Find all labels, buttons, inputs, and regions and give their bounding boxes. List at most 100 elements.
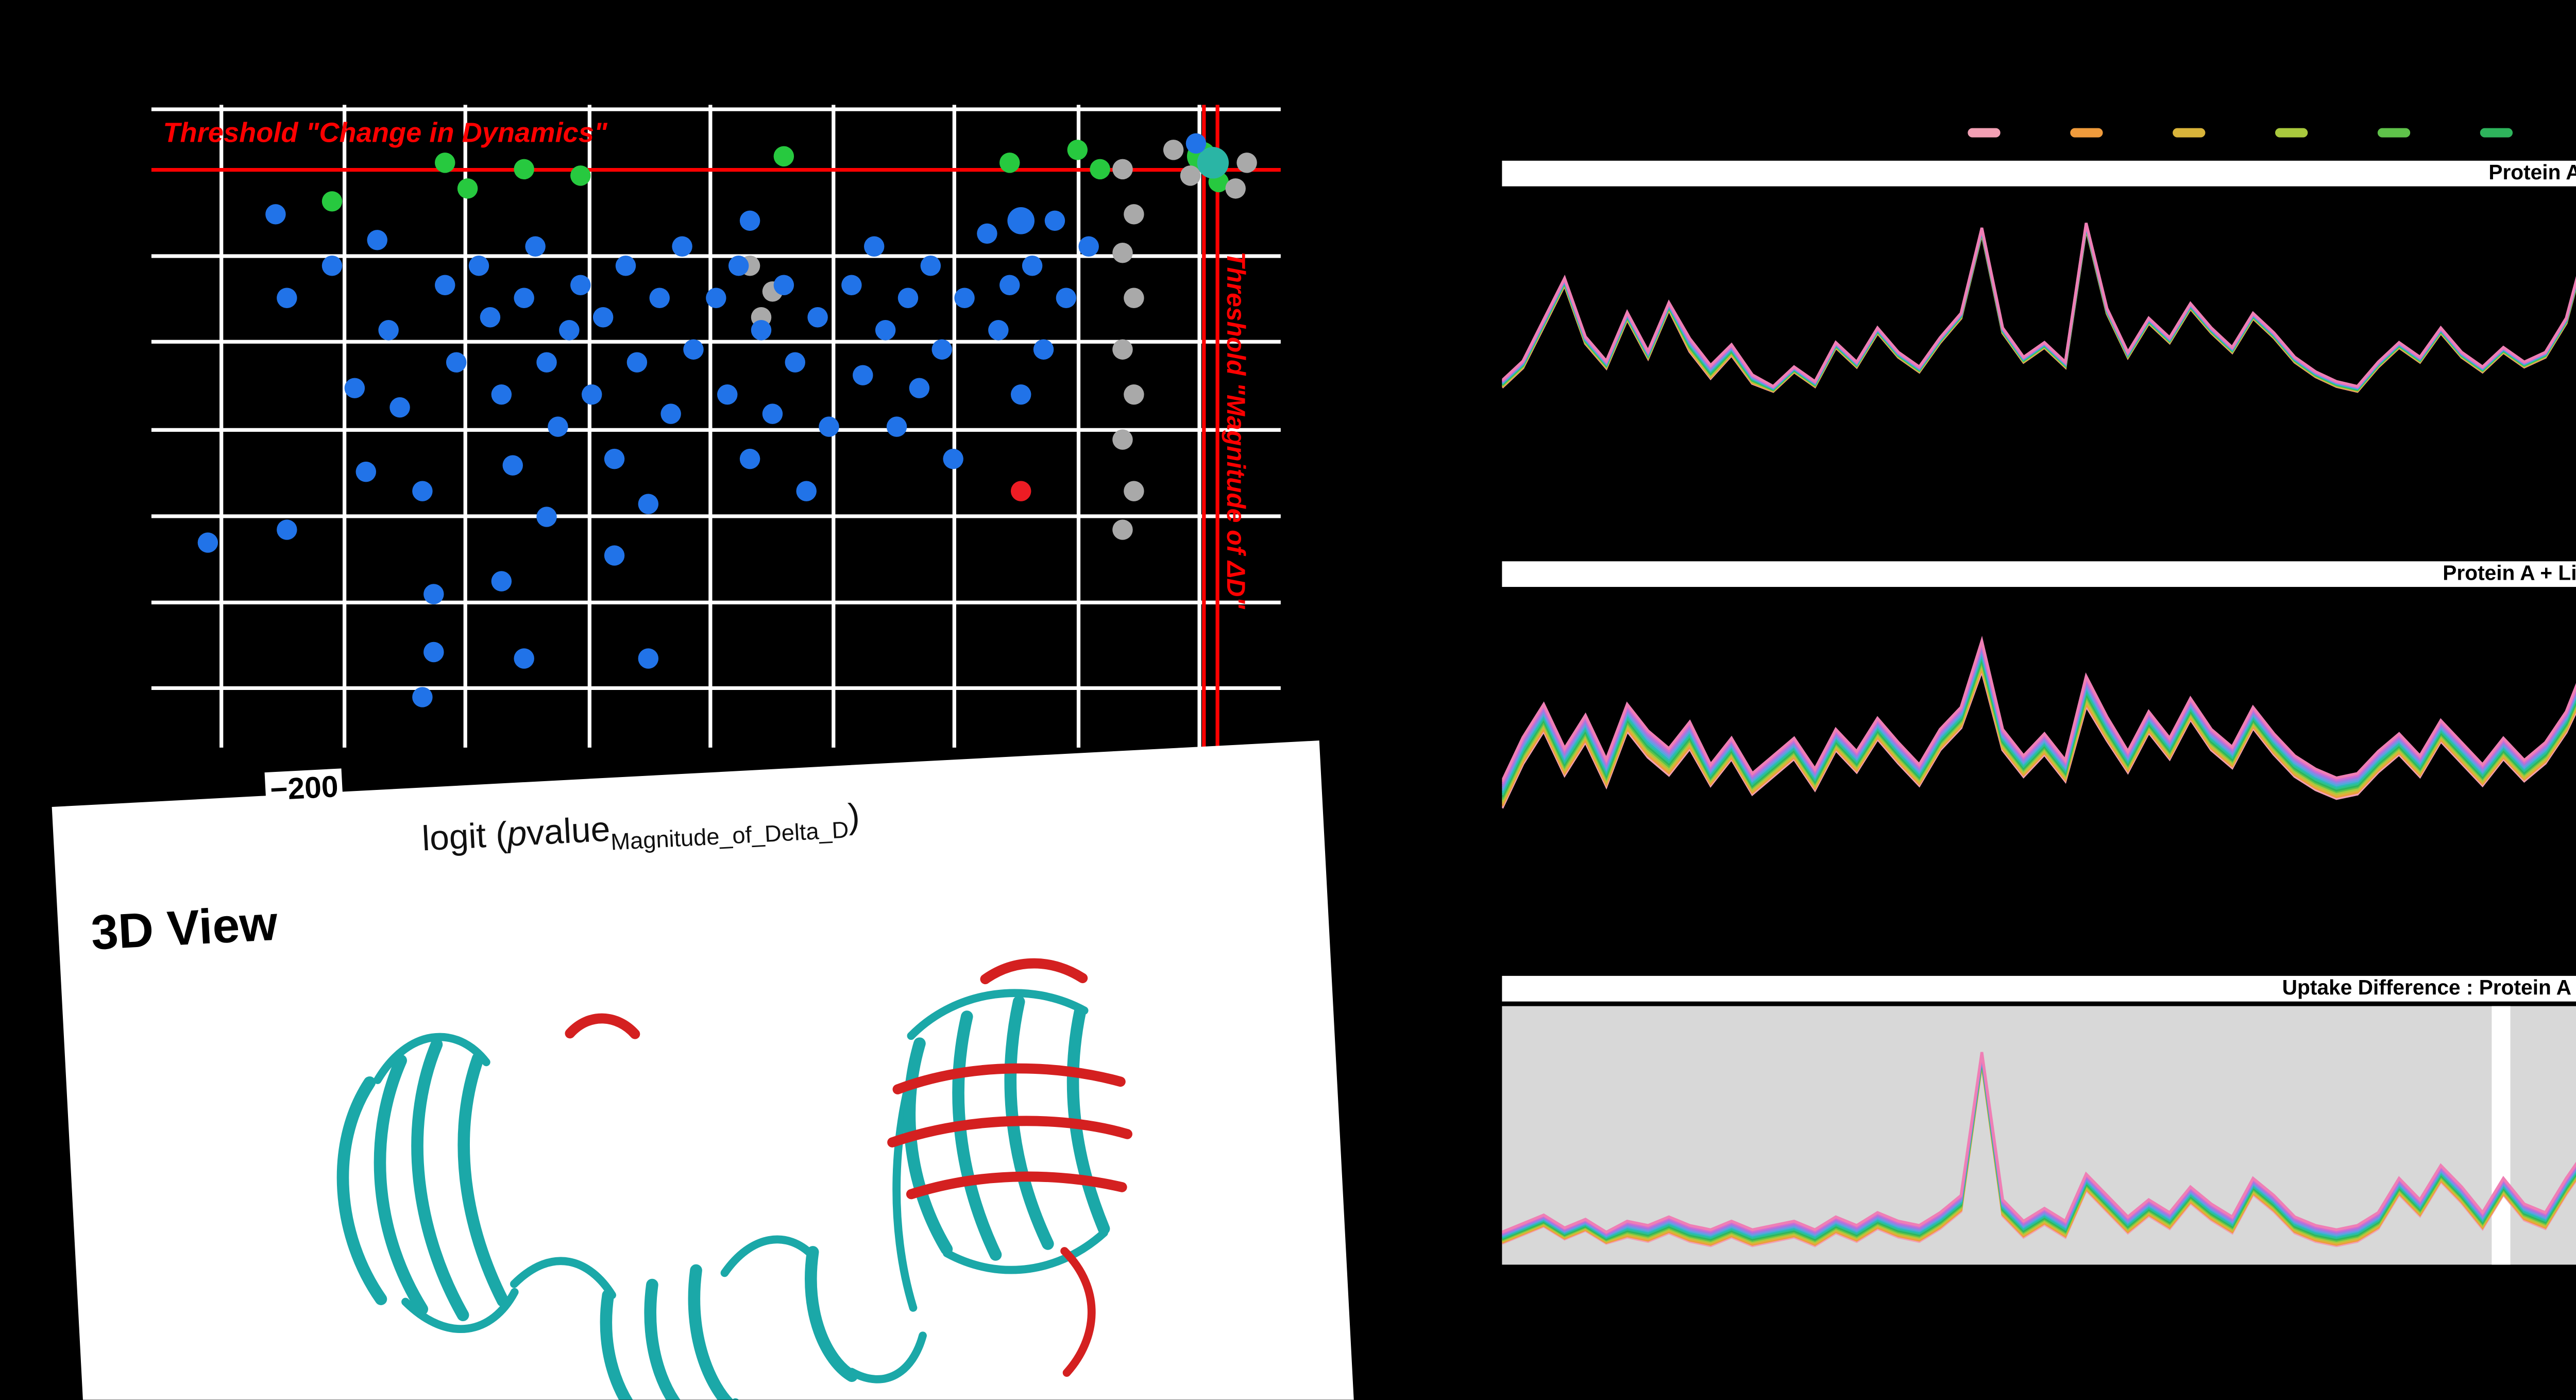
scatter-point[interactable]	[491, 571, 512, 592]
scatter-point[interactable]	[762, 403, 783, 424]
scatter-point[interactable]	[604, 448, 625, 469]
scatter-point[interactable]	[457, 178, 478, 199]
scatter-point[interactable]	[683, 339, 704, 360]
scatter-point[interactable]	[1225, 178, 1246, 199]
scatter-point[interactable]	[615, 256, 636, 276]
scatter-point[interactable]	[773, 275, 794, 295]
scatter-point[interactable]	[378, 319, 399, 341]
scatter-point[interactable]	[412, 481, 433, 501]
uptake-chart-protein-a[interactable]	[1502, 187, 2576, 548]
scatter-point[interactable]	[751, 319, 772, 341]
scatter-point[interactable]	[977, 223, 997, 244]
scatter-point[interactable]	[706, 288, 726, 308]
scatter-point[interactable]	[412, 687, 433, 707]
scatter-point[interactable]	[863, 236, 885, 257]
scatter-point[interactable]	[536, 352, 557, 373]
scatter-point[interactable]	[321, 191, 343, 212]
scatter-point[interactable]	[1090, 159, 1110, 180]
scatter-point[interactable]	[920, 256, 941, 276]
scatter-point[interactable]	[1112, 243, 1133, 263]
scatter-point[interactable]	[728, 256, 749, 276]
scatter-point[interactable]	[1033, 339, 1054, 360]
scatter-point[interactable]	[649, 288, 670, 308]
scatter-point[interactable]	[819, 416, 839, 437]
scatter-point[interactable]	[604, 545, 625, 566]
scatter-point[interactable]	[626, 352, 648, 373]
scatter-point[interactable]	[548, 416, 568, 437]
scatter-point[interactable]	[1185, 133, 1207, 154]
scatter-point[interactable]	[355, 461, 377, 482]
scatter-point[interactable]	[480, 307, 501, 328]
scatter-point[interactable]	[954, 288, 975, 308]
scatter-point[interactable]	[796, 481, 817, 501]
scatter-point[interactable]	[931, 339, 952, 360]
scatter-point[interactable]	[536, 507, 557, 527]
scatter-point[interactable]	[841, 275, 862, 295]
scatter-point[interactable]	[1067, 140, 1088, 160]
scatter-point[interactable]	[1124, 384, 1144, 405]
scatter-point[interactable]	[999, 275, 1020, 295]
scatter-point[interactable]	[875, 319, 896, 341]
scatter-point[interactable]	[1124, 481, 1144, 501]
scatter-point[interactable]	[367, 230, 387, 250]
scatter-point[interactable]	[197, 532, 218, 553]
scatter-point[interactable]	[514, 648, 534, 669]
volcano-plot[interactable]	[151, 105, 1281, 750]
uptake-chart-protein-a-ligand[interactable]	[1502, 587, 2576, 955]
scatter-point[interactable]	[886, 416, 907, 437]
scatter-point[interactable]	[468, 256, 489, 276]
scatter-point[interactable]	[909, 378, 930, 398]
scatter-point[interactable]	[559, 319, 580, 341]
scatter-point[interactable]	[739, 448, 760, 469]
scatter-point[interactable]	[389, 397, 410, 418]
scatter-point[interactable]	[525, 236, 546, 257]
scatter-point[interactable]	[1124, 288, 1144, 308]
scatter-point[interactable]	[853, 365, 873, 385]
scatter-point[interactable]	[1112, 159, 1133, 180]
scatter-point[interactable]	[570, 275, 591, 295]
scatter-point[interactable]	[943, 448, 963, 469]
scatter-point[interactable]	[1180, 165, 1201, 186]
scatter-point[interactable]	[446, 352, 467, 373]
scatter-point[interactable]	[739, 210, 760, 231]
scatter-point[interactable]	[1044, 210, 1065, 231]
scatter-point[interactable]	[265, 204, 286, 225]
scatter-point[interactable]	[638, 648, 659, 669]
scatter-point[interactable]	[1007, 207, 1035, 234]
scatter-point[interactable]	[1056, 288, 1077, 308]
scatter-point[interactable]	[1124, 204, 1144, 225]
scatter-point[interactable]	[897, 288, 919, 308]
scatter-point[interactable]	[514, 288, 534, 308]
scatter-point[interactable]	[672, 236, 692, 257]
scatter-point[interactable]	[514, 159, 534, 180]
scatter-point[interactable]	[435, 275, 455, 295]
scatter-point[interactable]	[321, 256, 343, 276]
uptake-difference-chart[interactable]	[1502, 1002, 2576, 1270]
scatter-point[interactable]	[277, 288, 297, 308]
scatter-point[interactable]	[1197, 147, 1229, 179]
scatter-point[interactable]	[988, 319, 1009, 341]
scatter-point[interactable]	[1010, 384, 1031, 405]
scatter-point[interactable]	[1236, 153, 1257, 173]
protein-structure[interactable]	[164, 883, 1309, 1400]
scatter-point[interactable]	[581, 384, 602, 405]
scatter-point[interactable]	[717, 384, 738, 405]
scatter-point[interactable]	[773, 146, 794, 167]
scatter-point[interactable]	[423, 584, 444, 604]
scatter-point[interactable]	[1112, 429, 1133, 450]
scatter-point[interactable]	[1078, 236, 1099, 257]
scatter-point[interactable]	[807, 307, 828, 328]
scatter-point[interactable]	[785, 352, 806, 373]
scatter-point[interactable]	[277, 519, 297, 540]
scatter-point[interactable]	[491, 384, 512, 405]
scatter-point[interactable]	[1163, 140, 1184, 160]
scatter-point[interactable]	[570, 165, 591, 186]
scatter-point[interactable]	[423, 642, 444, 663]
scatter-point[interactable]	[1112, 519, 1133, 540]
scatter-point[interactable]	[1112, 339, 1133, 360]
scatter-point[interactable]	[435, 153, 455, 173]
scatter-point[interactable]	[1010, 481, 1031, 501]
scatter-point[interactable]	[1022, 256, 1043, 276]
scatter-point[interactable]	[638, 494, 659, 514]
scatter-point[interactable]	[999, 153, 1020, 173]
